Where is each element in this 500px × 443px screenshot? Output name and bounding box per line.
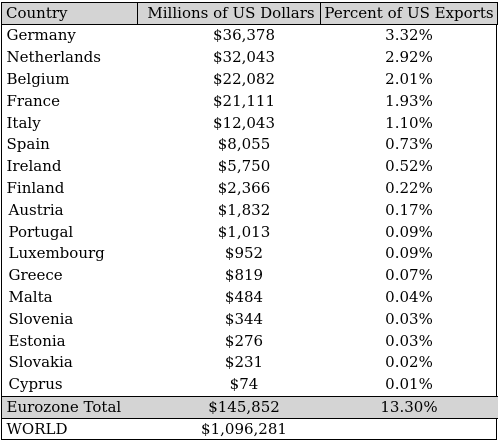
cell-percent: 1.93% (385, 91, 433, 110)
table-row: Estonia $276 0.03% (2, 330, 498, 352)
table-row: Cyprus $74 0.01% (2, 374, 498, 396)
cell-percent: 3.32% (385, 26, 433, 45)
cell-percent: 0.07% (385, 266, 433, 285)
cell-percent: 0.01% (385, 375, 433, 394)
table-row: Greece $819 0.07% (2, 265, 498, 287)
cell-percent: 2.92% (385, 48, 433, 67)
cell-country: Ireland (6, 157, 62, 176)
cell-dollars: $36,378 (212, 26, 276, 45)
cell-dollars: $344 (224, 309, 264, 328)
cell-country: France (6, 91, 60, 110)
cell-percent: 0.03% (385, 331, 433, 350)
cell-percent: 0.02% (385, 353, 433, 372)
cell-dollars: $74 (229, 375, 259, 394)
world-row: WORLD $1,096,281 (2, 419, 498, 441)
world-dollars: $1,096,281 (201, 420, 287, 439)
table-row: Slovakia $231 0.02% (2, 352, 498, 374)
table-row: Portugal $1,013 0.09% (2, 221, 498, 243)
cell-dollars: $32,043 (212, 48, 276, 67)
cell-country: Cyprus (8, 375, 63, 394)
table-body: Germany $36,378 3.32% Netherlands $32,04… (1, 25, 498, 441)
total-percent: 13.30% (320, 395, 498, 420)
cell-country: Slovakia (8, 353, 73, 372)
total-country: Eurozone Total (1, 395, 138, 420)
header-country: Country (1, 2, 138, 25)
cell-percent: 0.09% (385, 244, 433, 263)
cell-country: Slovenia (8, 309, 74, 328)
table-row: Luxembourg $952 0.09% (2, 243, 498, 265)
table-row: Italy $12,043 1.10% (2, 112, 498, 134)
cell-dollars: $276 (224, 331, 264, 350)
table-row: Spain $8,055 0.73% (2, 134, 498, 156)
cell-dollars: $484 (224, 287, 264, 306)
cell-country: Greece (8, 266, 63, 285)
cell-dollars: $1,832 (217, 200, 271, 219)
table-row: Germany $36,378 3.32% (2, 25, 498, 47)
cell-percent: 0.04% (385, 287, 433, 306)
cell-dollars: $952 (224, 244, 264, 263)
cell-country: Malta (8, 287, 53, 306)
cell-percent: 0.52% (385, 157, 433, 176)
cell-dollars: $231 (224, 353, 264, 372)
cell-dollars: $12,043 (212, 113, 276, 132)
table-row: Austria $1,832 0.17% (2, 199, 498, 221)
cell-dollars: $21,111 (212, 91, 276, 110)
cell-country: Portugal (8, 222, 74, 241)
cell-country: Germany (6, 26, 76, 45)
cell-percent: 2.01% (385, 69, 433, 88)
world-percent (321, 419, 498, 441)
table-row: Slovenia $344 0.03% (2, 308, 498, 330)
cell-percent: 0.22% (385, 178, 433, 197)
cell-percent: 0.17% (385, 200, 433, 219)
cell-percent: 0.73% (385, 135, 433, 154)
cell-dollars: $5,750 (217, 157, 271, 176)
cell-country: Spain (6, 135, 50, 154)
cell-dollars: $819 (224, 266, 264, 285)
cell-dollars: $8,055 (217, 135, 271, 154)
cell-percent: 1.10% (385, 113, 433, 132)
cell-country: Finland (6, 178, 65, 197)
header-dollars: Millions of US Dollars (137, 2, 321, 25)
table-row: Belgium $22,082 2.01% (2, 69, 498, 91)
header-percent: Percent of US Exports (320, 2, 498, 25)
cell-country: Austria (8, 200, 64, 219)
table-row: Netherlands $32,043 2.92% (2, 47, 498, 69)
cell-country: Italy (6, 113, 41, 132)
cell-dollars: $1,013 (217, 222, 271, 241)
header-row: Country Millions of US Dollars Percent o… (1, 2, 498, 25)
table-row: France $21,111 1.93% (2, 90, 498, 112)
table-row: Ireland $5,750 0.52% (2, 156, 498, 178)
table-row: Finland $2,366 0.22% (2, 178, 498, 200)
eurozone-total-row: Eurozone Total $145,852 13.30% (1, 395, 498, 420)
cell-country: Belgium (6, 69, 70, 88)
cell-country: Estonia (8, 331, 66, 350)
cell-percent: 0.09% (385, 222, 433, 241)
cell-country: Netherlands (6, 48, 101, 67)
world-country: WORLD (6, 420, 68, 439)
cell-country: Luxembourg (8, 244, 105, 263)
cell-dollars: $2,366 (217, 178, 271, 197)
total-dollars: $145,852 (137, 395, 321, 420)
table-row: Malta $484 0.04% (2, 287, 498, 309)
cell-dollars: $22,082 (212, 69, 276, 88)
cell-percent: 0.03% (385, 309, 433, 328)
